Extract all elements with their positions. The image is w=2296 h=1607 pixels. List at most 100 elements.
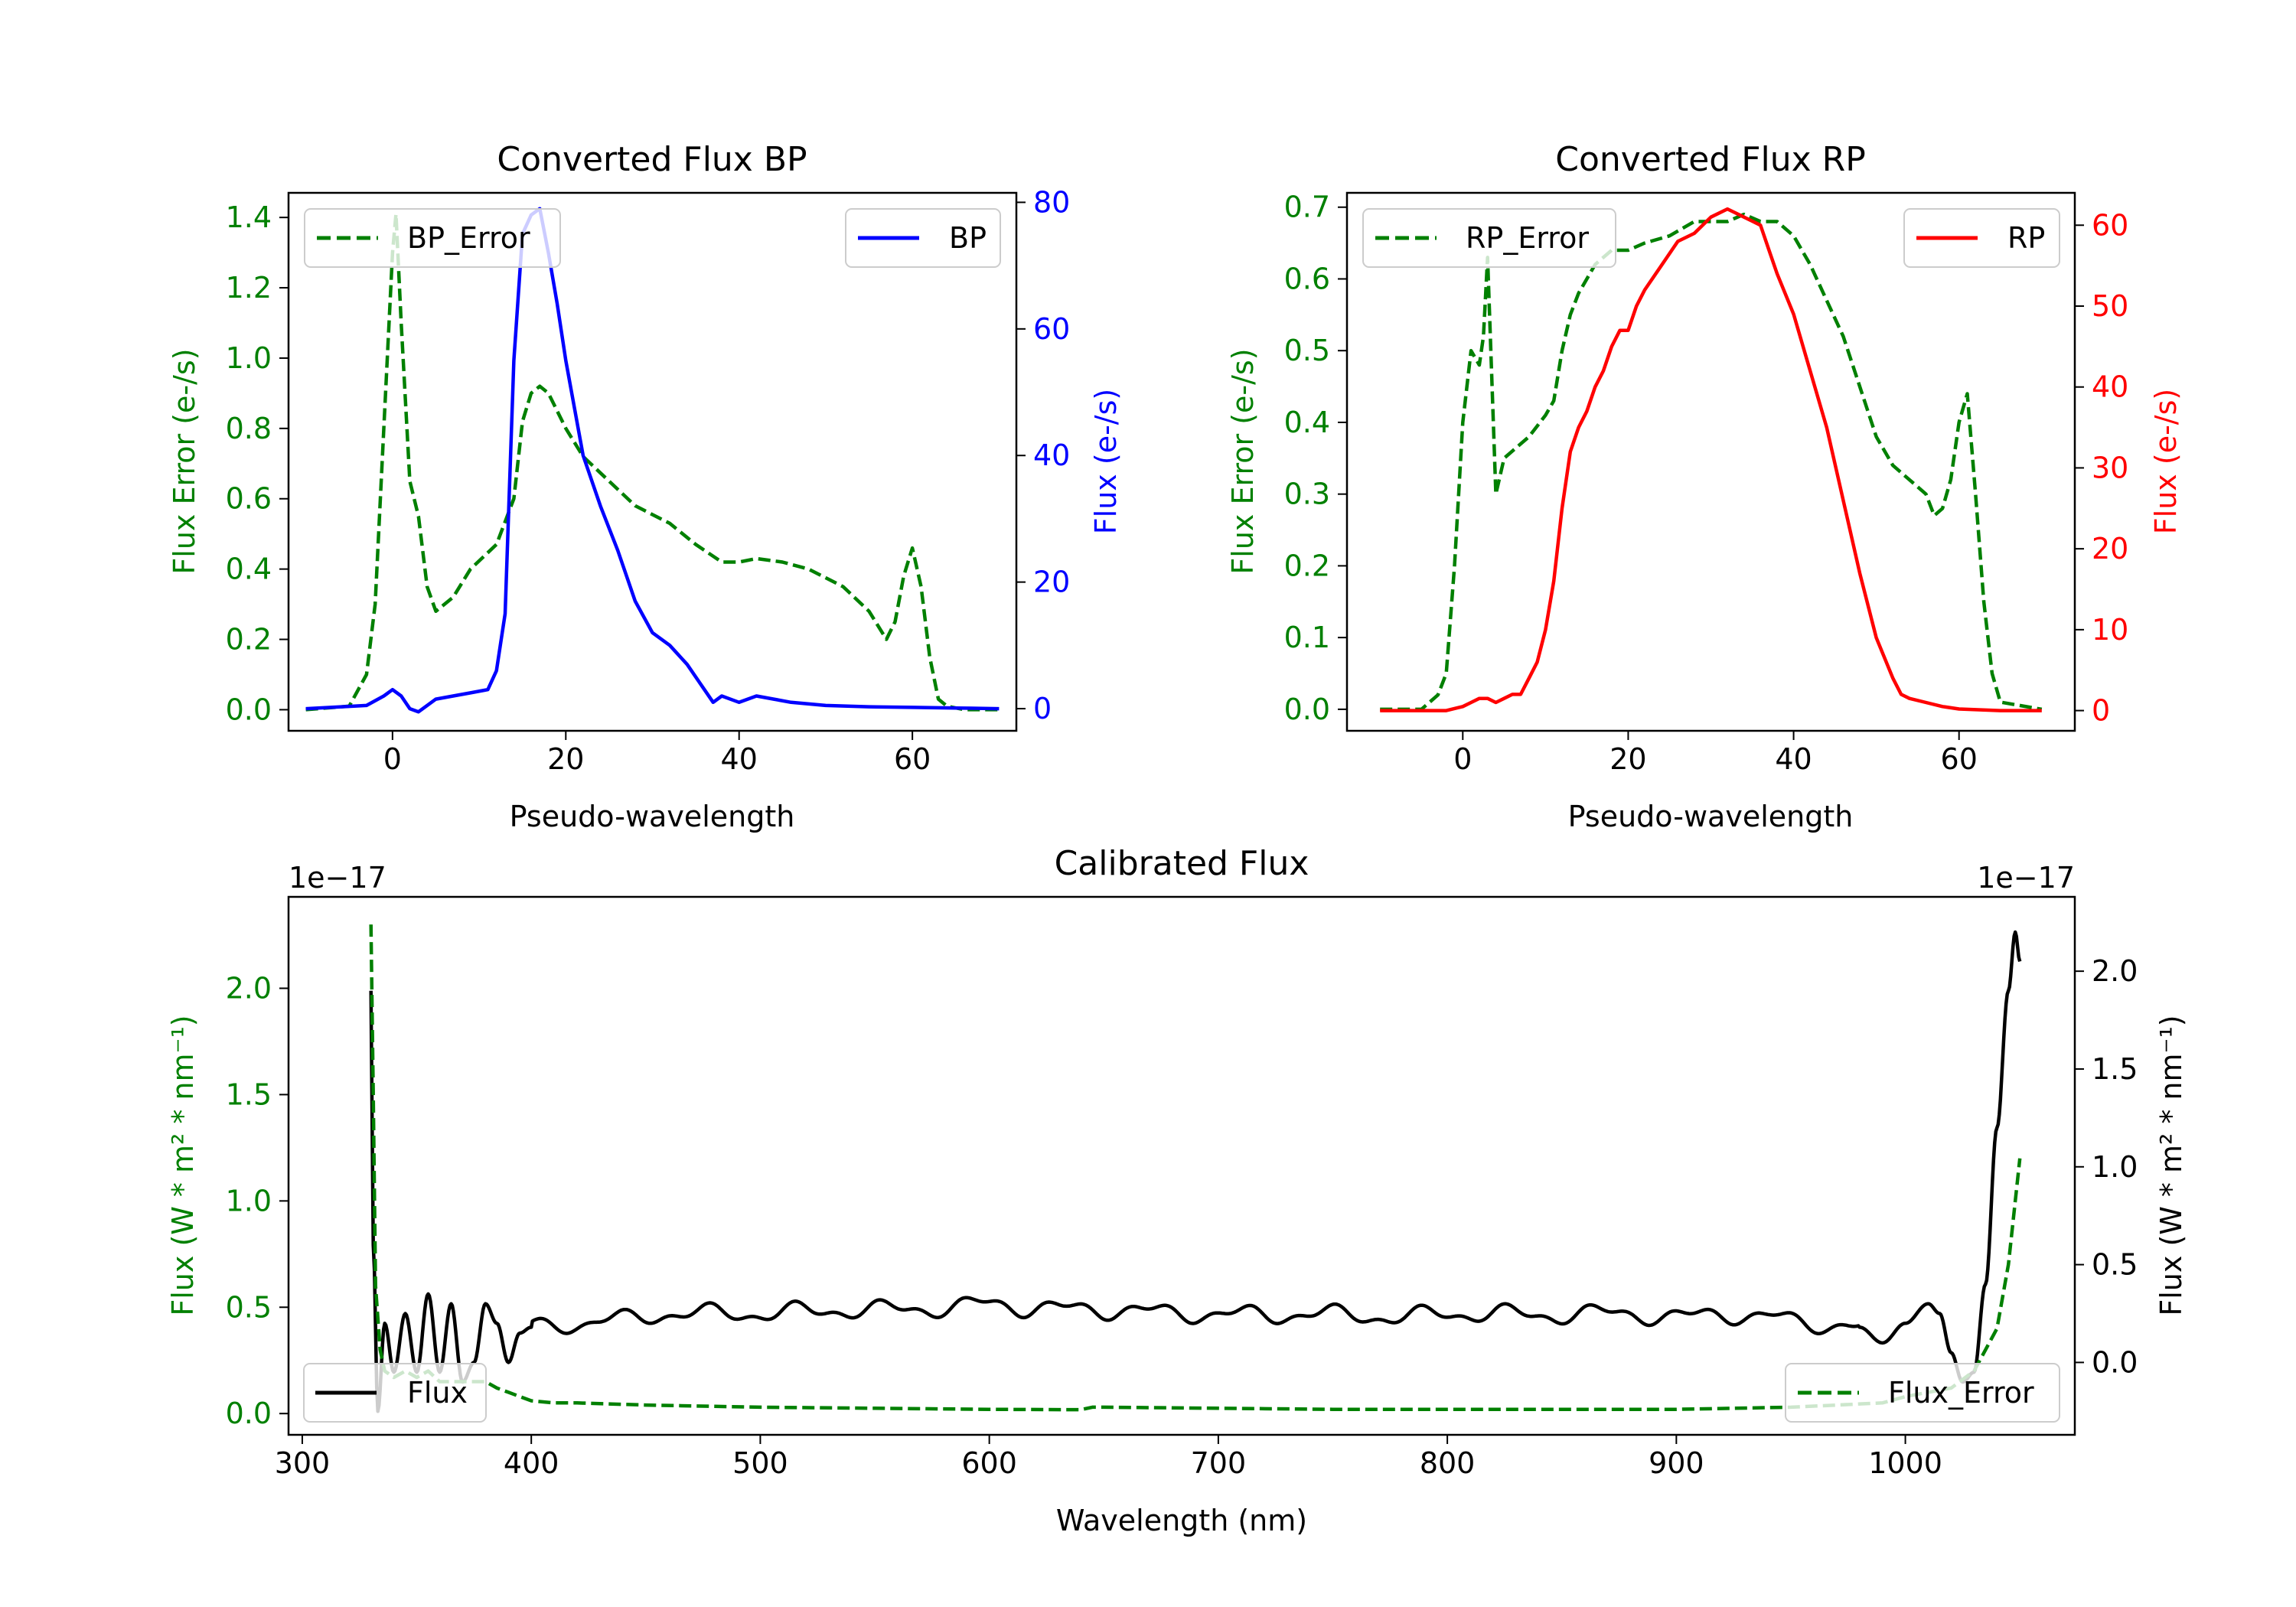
bp-right-tick-label: 60 bbox=[1033, 312, 1070, 346]
rp-right-tick-label: 40 bbox=[2092, 370, 2128, 404]
rp-legend-right-label: RP bbox=[2007, 221, 2045, 255]
rp-x-axis-label: Pseudo-wavelength bbox=[1568, 800, 1854, 833]
bp-left-tick-label: 0.4 bbox=[226, 553, 272, 586]
calibrated-series-flux bbox=[369, 930, 2022, 1413]
bp-x-tick-label: 40 bbox=[721, 742, 758, 776]
calibrated-left-tick-label: 2.0 bbox=[226, 971, 272, 1005]
calibrated-right-axis-label: Flux (W * m² * nm⁻¹) bbox=[2154, 1015, 2188, 1315]
bp-panel: 0 20 40 60 0.0 0.2 0.4 0.6 0.8 1.0 1.2 1.4 0 20 40 60 80… bbox=[168, 140, 1123, 833]
calibrated-left-tick-label: 1.5 bbox=[226, 1077, 272, 1111]
calibrated-right-tick-label: 0.0 bbox=[2092, 1345, 2138, 1379]
bp-legend-left-box bbox=[304, 208, 561, 268]
rp-ticks-layer: 0 20 40 60 0.0 0.1 0.2 0.3 0.4 0.5 0.6 0.7 0 10 20 30 40… bbox=[1284, 191, 2129, 776]
rp-left-tick-label: 0.5 bbox=[1284, 334, 1330, 367]
bp-axes-frame bbox=[287, 191, 1018, 732]
bp-ticks-layer: 0 20 40 60 0.0 0.2 0.4 0.6 0.8 1.0 1.2 1.4 0 20 40 60 80 bbox=[226, 185, 1071, 776]
rp-left-axis-label: Flux Error (e-/s) bbox=[1226, 348, 1260, 574]
calibrated-legend-left-label: Flux bbox=[407, 1376, 468, 1410]
rp-left-tick-label: 0.6 bbox=[1284, 262, 1330, 295]
bp-series-layer bbox=[305, 207, 1000, 714]
calibrated-right-offset-label: 1e−17 bbox=[1977, 861, 2075, 895]
calibrated-x-tick-label: 400 bbox=[504, 1446, 559, 1480]
rp-axes-frame bbox=[1345, 191, 2076, 732]
bp-x-axis-label: Pseudo-wavelength bbox=[510, 800, 795, 833]
calibrated-panel: 300 400 500 600 700 800 900 1000 0.0 0.5 1.0 1.5 2.0… bbox=[166, 844, 2188, 1537]
calibrated-x-tick-label: 1000 bbox=[1868, 1446, 1942, 1480]
rp-series-layer bbox=[1380, 207, 2043, 712]
calibrated-right-tick-label: 1.0 bbox=[2092, 1150, 2138, 1184]
bp-legend-left: BP_Error bbox=[304, 208, 561, 268]
rp-legend-left-label: RP_Error bbox=[1466, 221, 1589, 255]
calibrated-legend-left: Flux bbox=[303, 1363, 487, 1423]
calibrated-x-axis-label: Wavelength (nm) bbox=[1056, 1504, 1307, 1537]
bp-right-tick-label: 80 bbox=[1033, 185, 1070, 219]
calibrated-right-tick-label: 2.0 bbox=[2092, 954, 2138, 988]
bp-left-tick-label: 1.2 bbox=[226, 271, 272, 305]
rp-series-rp-error bbox=[1380, 212, 2043, 712]
bp-title: Converted Flux BP bbox=[497, 140, 807, 179]
calibrated-title: Calibrated Flux bbox=[1055, 844, 1309, 883]
bp-left-tick-label: 0.8 bbox=[226, 412, 272, 445]
rp-left-tick-label: 0.1 bbox=[1284, 621, 1330, 654]
calibrated-left-tick-label: 0.5 bbox=[226, 1290, 272, 1324]
bp-left-tick-label: 1.0 bbox=[226, 341, 272, 375]
calibrated-x-tick-label: 600 bbox=[961, 1446, 1017, 1480]
bp-right-tick-label: 0 bbox=[1033, 692, 1052, 725]
rp-left-tick-label: 0.0 bbox=[1284, 693, 1330, 726]
rp-right-tick-label: 30 bbox=[2092, 451, 2128, 484]
bp-left-axis-label: Flux Error (e-/s) bbox=[168, 348, 201, 574]
rp-x-tick-label: 40 bbox=[1775, 742, 1812, 776]
rp-x-tick-label: 60 bbox=[1941, 742, 1978, 776]
calibrated-left-tick-label: 0.0 bbox=[226, 1397, 272, 1430]
bp-left-tick-label: 0.6 bbox=[226, 482, 272, 516]
bp-left-tick-label: 1.4 bbox=[226, 200, 272, 234]
bp-left-tick-label: 0.0 bbox=[226, 693, 272, 726]
rp-right-tick-label: 20 bbox=[2092, 532, 2128, 566]
calibrated-legend-right-box bbox=[1785, 1363, 2060, 1423]
calibrated-left-tick-label: 1.0 bbox=[226, 1184, 272, 1217]
calibrated-x-tick-label: 700 bbox=[1191, 1446, 1247, 1480]
rp-title: Converted Flux RP bbox=[1555, 140, 1866, 179]
rp-left-tick-label: 0.3 bbox=[1284, 478, 1330, 511]
bp-right-tick-label: 20 bbox=[1033, 566, 1070, 599]
bp-left-tick-label: 0.2 bbox=[226, 623, 272, 657]
calibrated-axes-frame bbox=[287, 895, 2076, 1436]
rp-panel: 0 20 40 60 0.0 0.1 0.2 0.3 0.4 0.5 0.6 0.7 0 10 20 30 40… bbox=[1226, 140, 2183, 833]
bp-right-axis-label: Flux (e-/s) bbox=[1089, 389, 1123, 534]
calibrated-x-tick-label: 300 bbox=[275, 1446, 331, 1480]
rp-left-tick-label: 0.7 bbox=[1284, 191, 1330, 224]
calibrated-legend-left-box bbox=[303, 1363, 487, 1423]
bp-x-tick-label: 60 bbox=[894, 742, 931, 776]
bp-series-bp bbox=[305, 207, 1000, 714]
rp-x-tick-label: 0 bbox=[1453, 742, 1472, 776]
rp-legend-left-box bbox=[1362, 208, 1616, 268]
rp-right-tick-label: 50 bbox=[2092, 289, 2128, 323]
calibrated-legend-right-label: Flux_Error bbox=[1888, 1376, 2034, 1410]
rp-right-tick-label: 60 bbox=[2092, 208, 2128, 242]
rp-left-tick-label: 0.4 bbox=[1284, 406, 1330, 439]
bp-right-tick-label: 40 bbox=[1033, 438, 1070, 472]
rp-right-axis-label: Flux (e-/s) bbox=[2149, 389, 2183, 534]
calibrated-left-offset-label: 1e−17 bbox=[289, 861, 386, 895]
calibrated-x-tick-label: 800 bbox=[1420, 1446, 1476, 1480]
calibrated-right-tick-label: 1.5 bbox=[2092, 1052, 2138, 1086]
rp-series-rp bbox=[1380, 207, 2042, 712]
bp-x-tick-label: 20 bbox=[547, 742, 584, 776]
rp-legend-left: RP_Error bbox=[1362, 208, 1616, 268]
rp-legend-right-box bbox=[1903, 208, 2060, 268]
rp-right-tick-label: 10 bbox=[2092, 613, 2128, 647]
bp-x-tick-label: 0 bbox=[383, 742, 402, 776]
rp-x-tick-label: 20 bbox=[1609, 742, 1646, 776]
bp-legend-right-box bbox=[845, 208, 1001, 268]
rp-right-tick-label: 0 bbox=[2092, 694, 2110, 728]
bp-legend-right: BP bbox=[845, 208, 1001, 268]
rp-legend-right: RP bbox=[1903, 208, 2060, 268]
calibrated-ticks-layer: 300 400 500 600 700 800 900 1000 0.0 0.5 1.0 1.5 2.0… bbox=[226, 954, 2138, 1480]
rp-left-tick-label: 0.2 bbox=[1284, 549, 1330, 582]
calibrated-x-tick-label: 900 bbox=[1649, 1446, 1704, 1480]
calibrated-legend-right: Flux_Error bbox=[1785, 1363, 2060, 1423]
bp-legend-right-label: BP bbox=[949, 221, 987, 255]
calibrated-left-axis-label: Flux (W * m² * nm⁻¹) bbox=[166, 1015, 200, 1315]
bp-legend-left-label: BP_Error bbox=[407, 221, 530, 255]
